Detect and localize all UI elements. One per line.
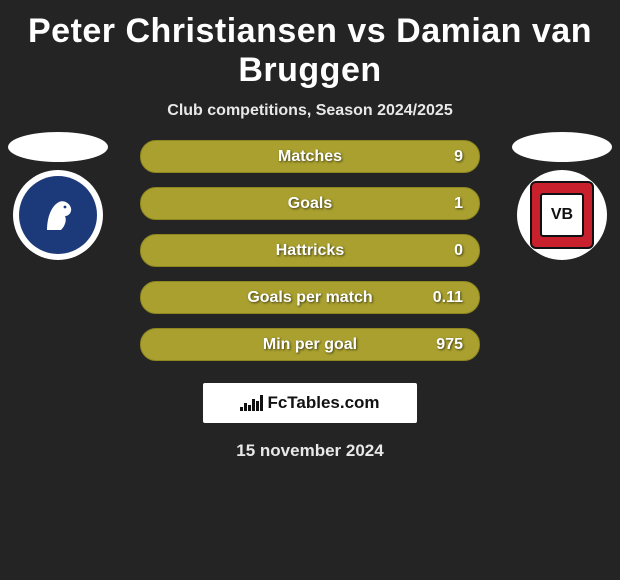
stat-value: 0 xyxy=(454,242,463,260)
horse-icon xyxy=(33,190,83,240)
stat-row-goals-per-match: Goals per match 0.11 xyxy=(140,281,480,314)
randers-logo-inner xyxy=(19,176,97,254)
vb-logo-text: VB xyxy=(540,193,584,237)
stat-label: Goals xyxy=(288,195,332,213)
stat-value: 0.11 xyxy=(433,289,463,307)
stat-label: Matches xyxy=(278,148,342,166)
subtitle: Club competitions, Season 2024/2025 xyxy=(0,96,620,132)
right-club-logo: VB xyxy=(517,170,607,260)
stat-value: 1 xyxy=(454,195,463,213)
bar-chart-icon xyxy=(240,395,263,411)
vb-logo-wrap: VB xyxy=(530,181,594,249)
right-player-placeholder xyxy=(512,132,612,162)
stat-row-hattricks: Hattricks 0 xyxy=(140,234,480,267)
brand-box[interactable]: FcTables.com xyxy=(203,383,417,423)
stat-label: Hattricks xyxy=(276,242,344,260)
stat-value: 975 xyxy=(436,336,463,354)
comparison-row: Matches 9 Goals 1 Hattricks 0 Goals per … xyxy=(0,132,620,361)
stat-label: Min per goal xyxy=(263,336,357,354)
stat-label: Goals per match xyxy=(247,289,372,307)
left-player-col xyxy=(8,132,108,260)
page-title: Peter Christiansen vs Damian van Bruggen xyxy=(0,0,620,96)
date-line: 15 november 2024 xyxy=(0,423,620,461)
right-player-col: VB xyxy=(512,132,612,260)
stat-value: 9 xyxy=(454,148,463,166)
left-player-placeholder xyxy=(8,132,108,162)
stats-column: Matches 9 Goals 1 Hattricks 0 Goals per … xyxy=(108,132,512,361)
brand-text: FcTables.com xyxy=(267,393,379,413)
stat-row-min-per-goal: Min per goal 975 xyxy=(140,328,480,361)
left-club-logo xyxy=(13,170,103,260)
stat-row-matches: Matches 9 xyxy=(140,140,480,173)
stat-row-goals: Goals 1 xyxy=(140,187,480,220)
